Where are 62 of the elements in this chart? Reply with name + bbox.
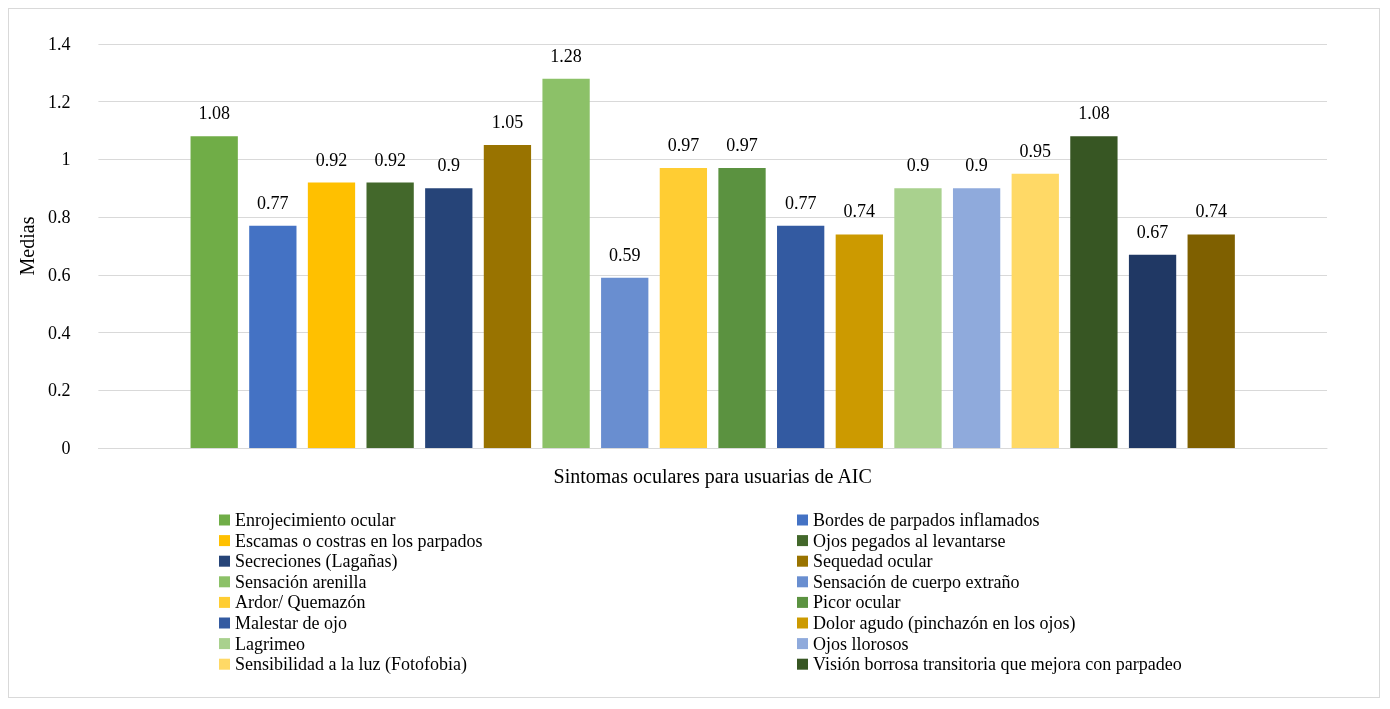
bar (190, 136, 238, 448)
legend-label: Bordes de parpados inflamados (813, 510, 1040, 530)
bar (542, 78, 590, 448)
bar (1011, 173, 1059, 448)
data-label: 1.08 (1078, 103, 1110, 124)
y-tick-label: 0.6 (47, 264, 71, 285)
y-tick-label: 0 (61, 438, 71, 458)
bar (718, 168, 766, 448)
data-label: 0.74 (1195, 201, 1227, 222)
legend-label: Escamas o costras en los parpados (235, 530, 483, 551)
bar (366, 182, 414, 448)
data-label: 0.92 (374, 149, 406, 170)
bar (307, 182, 356, 448)
y-tick-label: 1.2 (47, 91, 71, 112)
data-label: 0.9 (437, 155, 461, 176)
bar (1187, 234, 1235, 448)
data-label: 0.97 (726, 135, 758, 156)
x-axis-title: Sintomas oculares para usuarias de AIC (553, 465, 872, 488)
bar (777, 225, 825, 448)
legend-label: Ardor/ Quemazón (235, 592, 366, 613)
data-label: 0.74 (843, 201, 876, 222)
data-label: 0.9 (906, 155, 930, 176)
data-label: 1.28 (550, 45, 582, 66)
data-label: 0.9 (965, 155, 988, 176)
data-label: 0.59 (608, 244, 641, 265)
legend-label: Enrojecimiento ocular (235, 510, 396, 530)
legend-label: Visión borrosa transitoria que mejora con parpadeo (813, 654, 1182, 675)
bar (952, 188, 1001, 448)
legend-label: Sensación arenilla (235, 571, 367, 592)
data-label: 0.77 (784, 192, 817, 213)
y-tick-label: 0.8 (47, 207, 71, 228)
legend-label: Dolor agudo (pinchazón en los ojos) (813, 613, 1076, 634)
data-label: 1.08 (198, 103, 230, 124)
data-label: 0.77 (257, 192, 289, 213)
legend-label: Malestar de ojo (235, 613, 347, 633)
y-tick-label: 0.2 (47, 380, 71, 401)
legend-label: Sensación de cuerpo extraño (813, 571, 1020, 592)
legend-label: Ojos llorosos (813, 633, 909, 654)
legend-label: Lagrimeo (235, 633, 305, 654)
y-tick-label: 1.4 (47, 34, 71, 54)
bar (425, 188, 473, 448)
legend-label: Picor ocular (813, 592, 901, 613)
legend-label: Ojos pegados al levantarse (813, 530, 1006, 551)
y-axis-title: Medias (16, 216, 38, 276)
y-tick-label: 0.4 (47, 322, 71, 343)
bar (249, 225, 297, 448)
data-label: 1.05 (491, 112, 524, 132)
bar (601, 277, 649, 448)
bar (483, 145, 532, 448)
bar (659, 168, 708, 448)
data-label: 0.97 (667, 135, 700, 156)
bar (1070, 136, 1118, 448)
legend-label: Sensibilidad a la luz (Fotofobia) (235, 654, 467, 676)
data-label: 0.92 (315, 149, 348, 170)
legend-label: Secreciones (Lagañas) (235, 551, 398, 573)
data-label: 0.67 (1136, 221, 1169, 242)
bar (894, 188, 942, 448)
bar (835, 234, 883, 448)
data-label: 0.95 (1019, 140, 1052, 161)
y-tick-label: 1 (61, 149, 71, 170)
bar (1128, 254, 1177, 448)
legend-label: Sequedad ocular (813, 551, 933, 572)
